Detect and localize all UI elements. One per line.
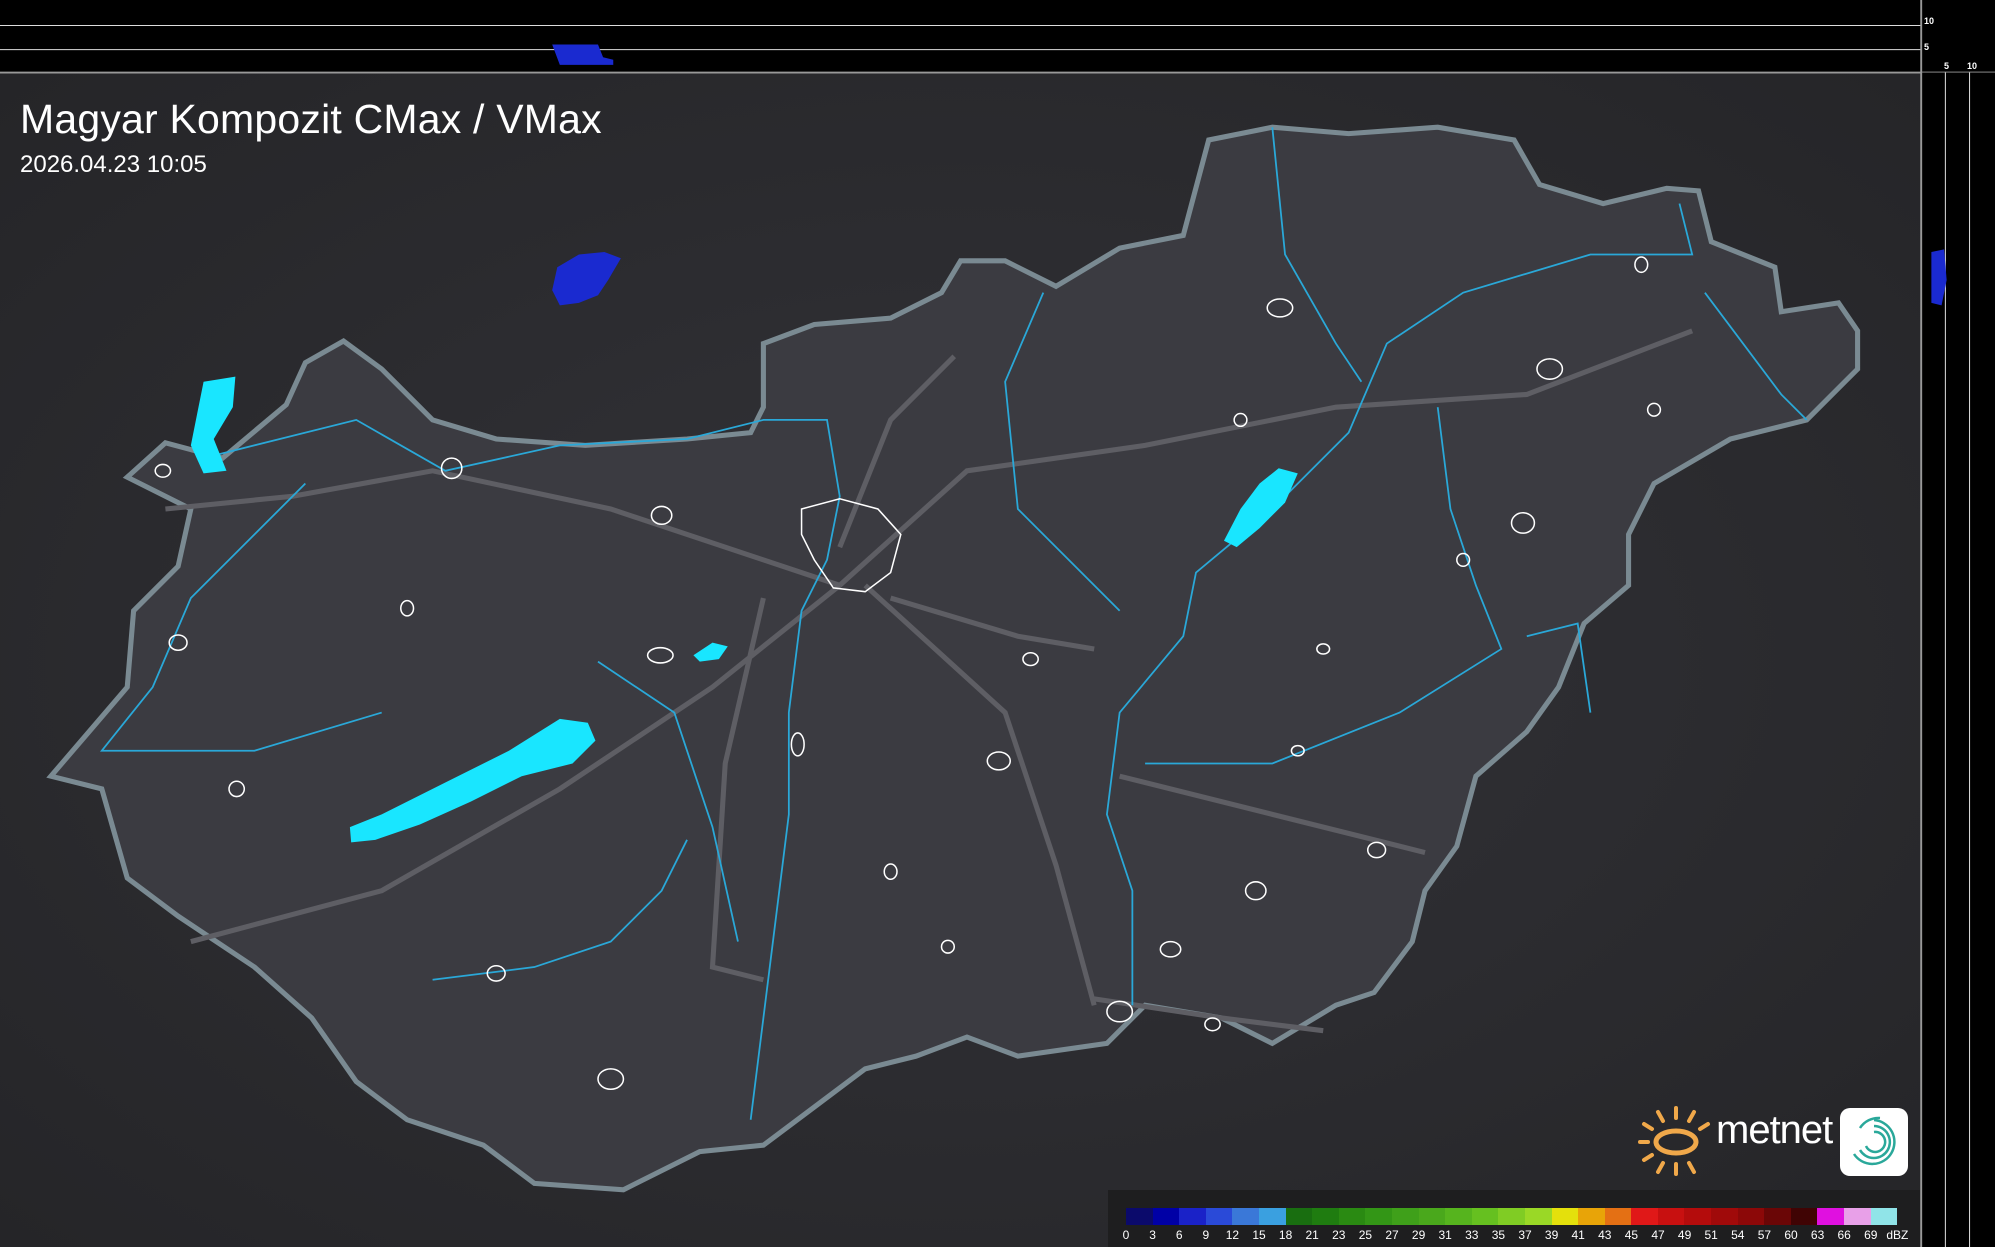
legend-swatch [1365,1208,1392,1225]
brand-name: metnet [1716,1108,1833,1152]
legend-swatch [1711,1208,1738,1225]
legend-label: 45 [1624,1228,1639,1242]
legend-label: 49 [1677,1228,1692,1242]
legend-label: 9 [1202,1228,1210,1242]
legend-label: 47 [1651,1228,1665,1242]
legend-swatch [1258,1208,1286,1225]
swirl-icon [1840,1108,1908,1176]
legend-swatch [1524,1208,1552,1225]
legend-swatch [1445,1208,1472,1225]
hungary-outline [46,124,1861,1193]
legend-label: 60 [1784,1228,1798,1242]
legend-swatch [1471,1208,1499,1225]
legend-swatch [1737,1208,1765,1225]
legend-label: 29 [1411,1228,1426,1242]
legend-label: 41 [1571,1228,1585,1242]
legend-swatch [1152,1208,1180,1225]
legend-label: 25 [1358,1228,1373,1242]
legend-swatch [1631,1208,1658,1225]
roads [165,328,1694,1034]
side-strip-tick: 10 [1967,61,1978,71]
legend-swatch [1578,1208,1605,1225]
danube-river [203,418,841,1120]
side-strip-tick: 5 [1944,61,1950,71]
top-strip-tick: 10 [1924,16,1935,26]
lake-balaton [349,718,596,843]
side-cross-section-strip [1921,72,1995,1247]
legend-color-bar [1126,1208,1898,1225]
lake-tisza [1223,468,1298,548]
legend-label: 51 [1704,1228,1718,1242]
legend-label: 57 [1757,1228,1772,1242]
legend-swatch [1179,1208,1206,1225]
legend-label: 39 [1544,1228,1559,1242]
legend-swatch [1551,1208,1579,1225]
legend-swatch [1391,1208,1419,1225]
legend-swatch [1498,1208,1525,1225]
radar-echo [552,251,621,306]
legend-swatch [1232,1208,1259,1225]
legend-label: 3 [1149,1228,1156,1242]
legend-label: 54 [1731,1228,1745,1242]
legend-label: 33 [1465,1228,1479,1242]
map-timestamp: 2026.04.23 10:05 [20,151,207,178]
legend-swatch [1657,1208,1685,1225]
legend-swatch [1790,1208,1818,1225]
legend-label: 15 [1252,1228,1266,1242]
legend-swatch [1764,1208,1791,1225]
lakes [190,376,1298,843]
legend-swatch [1844,1208,1871,1225]
top-strip-tick: 5 [1924,42,1930,52]
legend-swatch [1604,1208,1632,1225]
legend-swatch [1870,1208,1898,1225]
city-outlines [154,256,1662,1090]
legend-swatch [1338,1208,1366,1225]
legend-label: 63 [1810,1228,1825,1242]
budapest-outline [800,498,902,593]
legend-label: 0 [1122,1228,1130,1242]
sun-icon [1638,1106,1710,1176]
legend-swatch [1205,1208,1233,1225]
dbz-color-legend: 0 3 6 9 12 15 18 21 23 25 27 29 31 33 35 37 39 41 43 45 47 49… [1108,1190,1920,1247]
top-cross-section-strip [0,0,1922,73]
legend-label: 23 [1332,1228,1346,1242]
rivers [99,127,1808,1120]
map-title: Magyar Kompozit CMax / VMax [20,96,602,142]
legend-unit: dBZ [1886,1228,1909,1242]
side-strip-echo [1931,249,1947,306]
lake-ferto [190,376,236,474]
legend-swatch [1684,1208,1712,1225]
legend-swatch [1126,1208,1153,1225]
legend-label: 31 [1438,1228,1452,1242]
metnet-logo: metnet [1636,1104,1912,1176]
legend-label: 18 [1278,1228,1293,1242]
legend-label: 66 [1837,1228,1851,1242]
lake-velence [693,642,728,662]
legend-label: 43 [1598,1228,1612,1242]
legend-label: 6 [1175,1228,1183,1242]
legend-label: 12 [1225,1228,1240,1242]
legend-swatch [1285,1208,1313,1225]
legend-label: 27 [1385,1228,1399,1242]
legend-swatch [1418,1208,1446,1225]
legend-label: 35 [1491,1228,1506,1242]
legend-swatch [1312,1208,1339,1225]
top-strip-echo [552,44,614,65]
legend-label: 37 [1518,1228,1532,1242]
legend-label: 69 [1864,1228,1878,1242]
legend-swatch [1817,1208,1845,1225]
legend-label: 21 [1305,1228,1319,1242]
